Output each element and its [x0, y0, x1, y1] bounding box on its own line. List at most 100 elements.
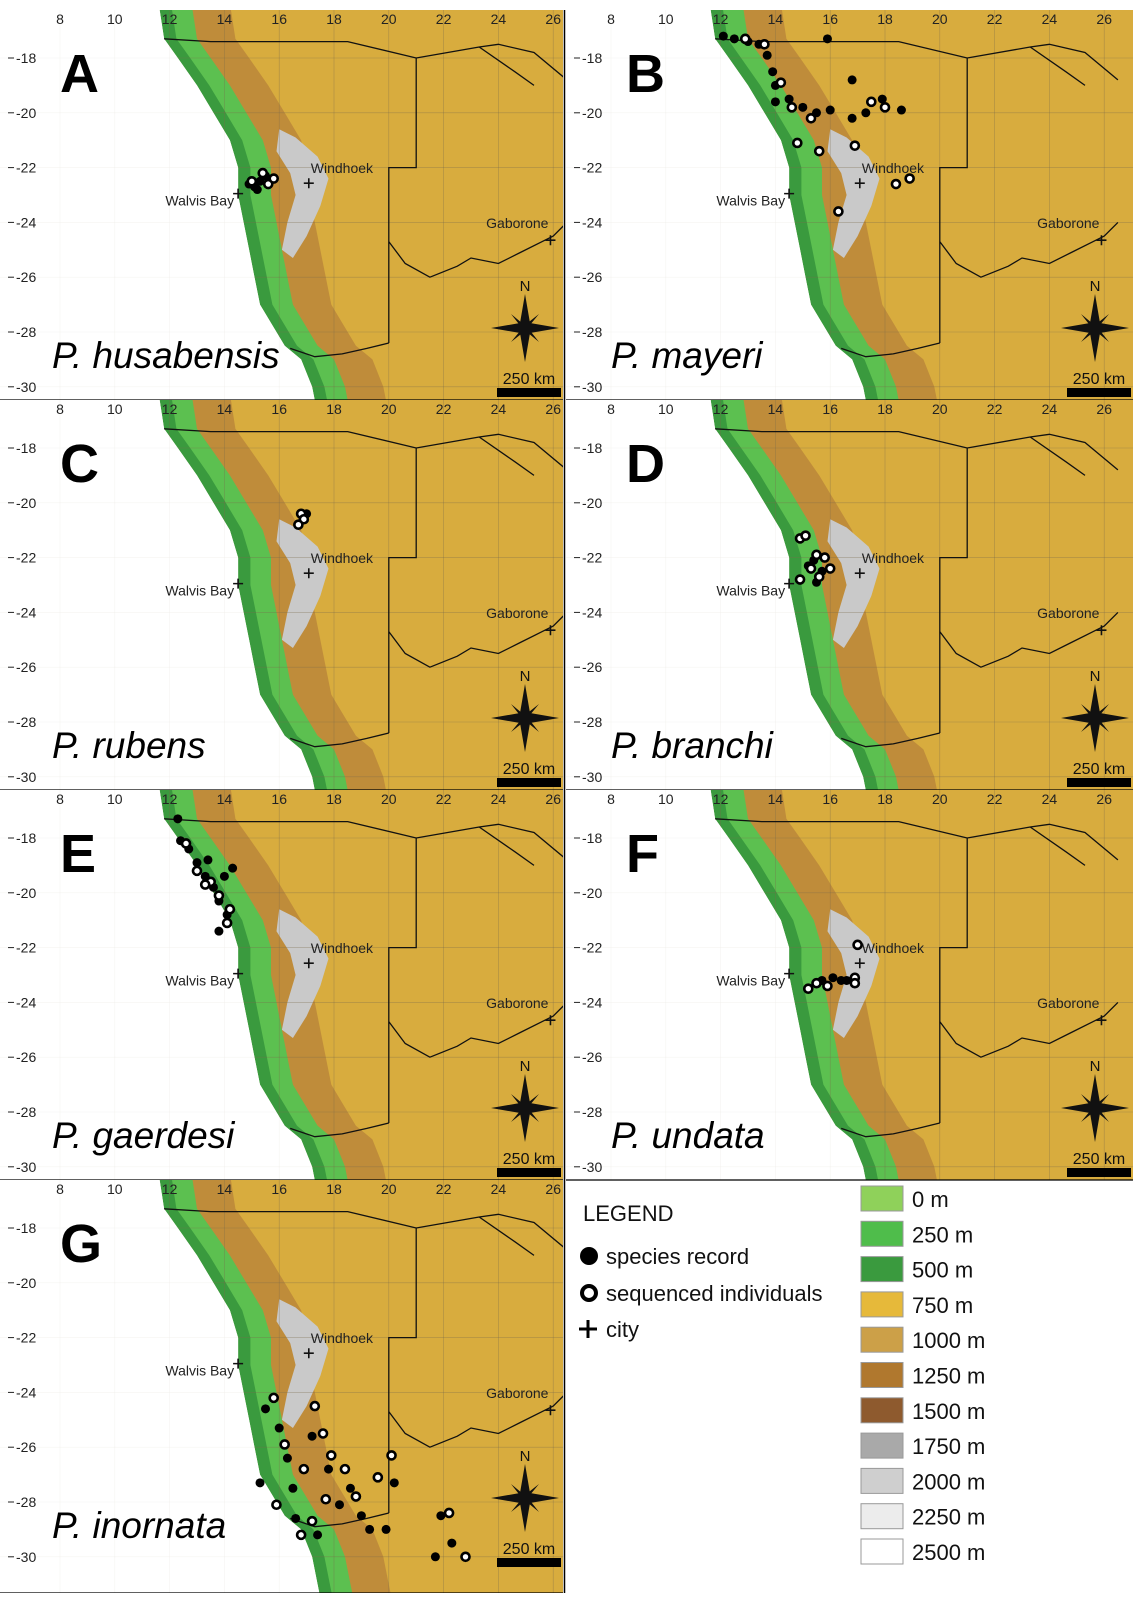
border	[939, 611, 1119, 668]
sequenced-individual	[191, 865, 203, 877]
x-tick-label: 22	[987, 11, 1003, 27]
elevation-swatch	[860, 1326, 904, 1353]
border	[1029, 826, 1086, 866]
y-tick-label: -18	[16, 1220, 36, 1236]
y-tick-label: -24	[16, 214, 36, 230]
elevation-label: 1250 m	[912, 1364, 985, 1389]
sea-cover	[566, 790, 866, 1180]
sequenced-individual	[317, 1428, 329, 1439]
y-tick-label: -22	[582, 940, 602, 956]
x-tick-label: 10	[107, 791, 123, 807]
border	[715, 818, 1119, 861]
x-tick-label: 22	[436, 1181, 452, 1197]
species-name: P. branchi	[611, 725, 775, 766]
y-tick-label: -28	[16, 1104, 36, 1120]
y-tick-label: -18	[16, 50, 36, 66]
species-record	[430, 1552, 440, 1562]
elevation-swatch	[860, 1362, 904, 1388]
sequenced-individual	[800, 530, 811, 541]
x-tick-label: 10	[658, 401, 674, 417]
sequenced-individual	[794, 574, 806, 585]
y-tick-label: -22	[16, 1330, 36, 1346]
species-record	[219, 871, 229, 881]
sequenced-individual	[257, 167, 269, 179]
y-tick-label: -26	[16, 1049, 36, 1065]
city-marker	[545, 1405, 556, 1416]
compass	[1061, 1074, 1129, 1142]
city-marker	[854, 958, 865, 969]
y-tick-label: -28	[582, 324, 602, 340]
sequenced-individual	[460, 1551, 471, 1563]
x-tick-label: 14	[217, 791, 233, 807]
sequenced-individual	[213, 890, 225, 901]
x-tick-label: 8	[56, 791, 64, 807]
panel-letter: F	[626, 824, 659, 884]
scale-bar	[497, 388, 561, 397]
y-tick-label: -22	[16, 550, 36, 566]
sequenced-individual	[904, 173, 915, 184]
city-label: Gaborone	[1037, 605, 1099, 621]
x-tick-label: 12	[162, 401, 178, 417]
x-tick-label: 18	[877, 401, 893, 417]
elevation-label: 2500 m	[912, 1540, 985, 1565]
border	[388, 838, 417, 1123]
species-name: P. gaerdesi	[52, 1115, 236, 1156]
elevation-swatch	[860, 1291, 904, 1318]
panel-letter: B	[626, 44, 665, 104]
compass	[491, 1074, 559, 1142]
sequenced-individual	[879, 102, 891, 113]
sequenced-individual	[320, 1493, 332, 1505]
x-tick-label: 20	[381, 1181, 397, 1197]
y-tick-label: -26	[16, 1439, 36, 1455]
border	[388, 615, 563, 668]
sequenced-individual	[813, 571, 825, 583]
y-tick-label: -18	[582, 440, 602, 456]
scale-label: 250 km	[503, 1151, 555, 1168]
compass	[491, 294, 559, 362]
legend-sequenced-symbol	[580, 1284, 598, 1302]
sequenced-individual	[849, 977, 861, 989]
border	[289, 342, 389, 358]
coastal-plain	[159, 10, 348, 400]
border	[715, 38, 1119, 81]
city-label: Walvis Bay	[165, 583, 234, 599]
north-label: N	[520, 278, 531, 295]
elevation-label: 250 m	[912, 1222, 973, 1247]
y-tick-label: -24	[582, 604, 602, 620]
x-tick-label: 12	[162, 1181, 178, 1197]
city-marker	[784, 188, 795, 199]
border	[289, 1122, 389, 1138]
species-record	[173, 814, 183, 824]
city-marker	[303, 178, 314, 189]
sequenced-individual	[325, 1450, 337, 1461]
elevation-label: 500 m	[912, 1258, 973, 1283]
species-record	[274, 1423, 284, 1433]
species-record	[252, 185, 262, 195]
y-tick-label: -28	[582, 1104, 602, 1120]
sequenced-individual	[852, 939, 863, 951]
city-label: Walvis Bay	[716, 973, 785, 989]
city-marker	[1096, 1015, 1107, 1026]
border	[478, 436, 535, 476]
elevation-swatch	[860, 1467, 904, 1494]
species-record	[192, 858, 202, 868]
city-marker	[303, 1348, 314, 1359]
border	[289, 1512, 389, 1528]
sequenced-individual	[306, 1515, 318, 1527]
species-record	[365, 1524, 375, 1534]
city-label: Walvis Bay	[165, 193, 234, 209]
elevation-swatch	[860, 1397, 904, 1424]
species-record	[436, 1511, 446, 1521]
sequenced-individual	[293, 519, 304, 531]
city-label: Windhoek	[862, 160, 925, 176]
x-tick-label: 16	[822, 401, 838, 417]
species-record	[718, 31, 728, 41]
city-label: Gaborone	[1037, 995, 1099, 1011]
border	[478, 826, 535, 866]
sequenced-individual	[279, 1439, 290, 1450]
border	[478, 1216, 535, 1256]
legend-record-symbol	[580, 1247, 598, 1265]
y-tick-label: -24	[16, 1384, 36, 1400]
y-tick-label: -20	[16, 105, 36, 121]
x-tick-label: 18	[877, 11, 893, 27]
